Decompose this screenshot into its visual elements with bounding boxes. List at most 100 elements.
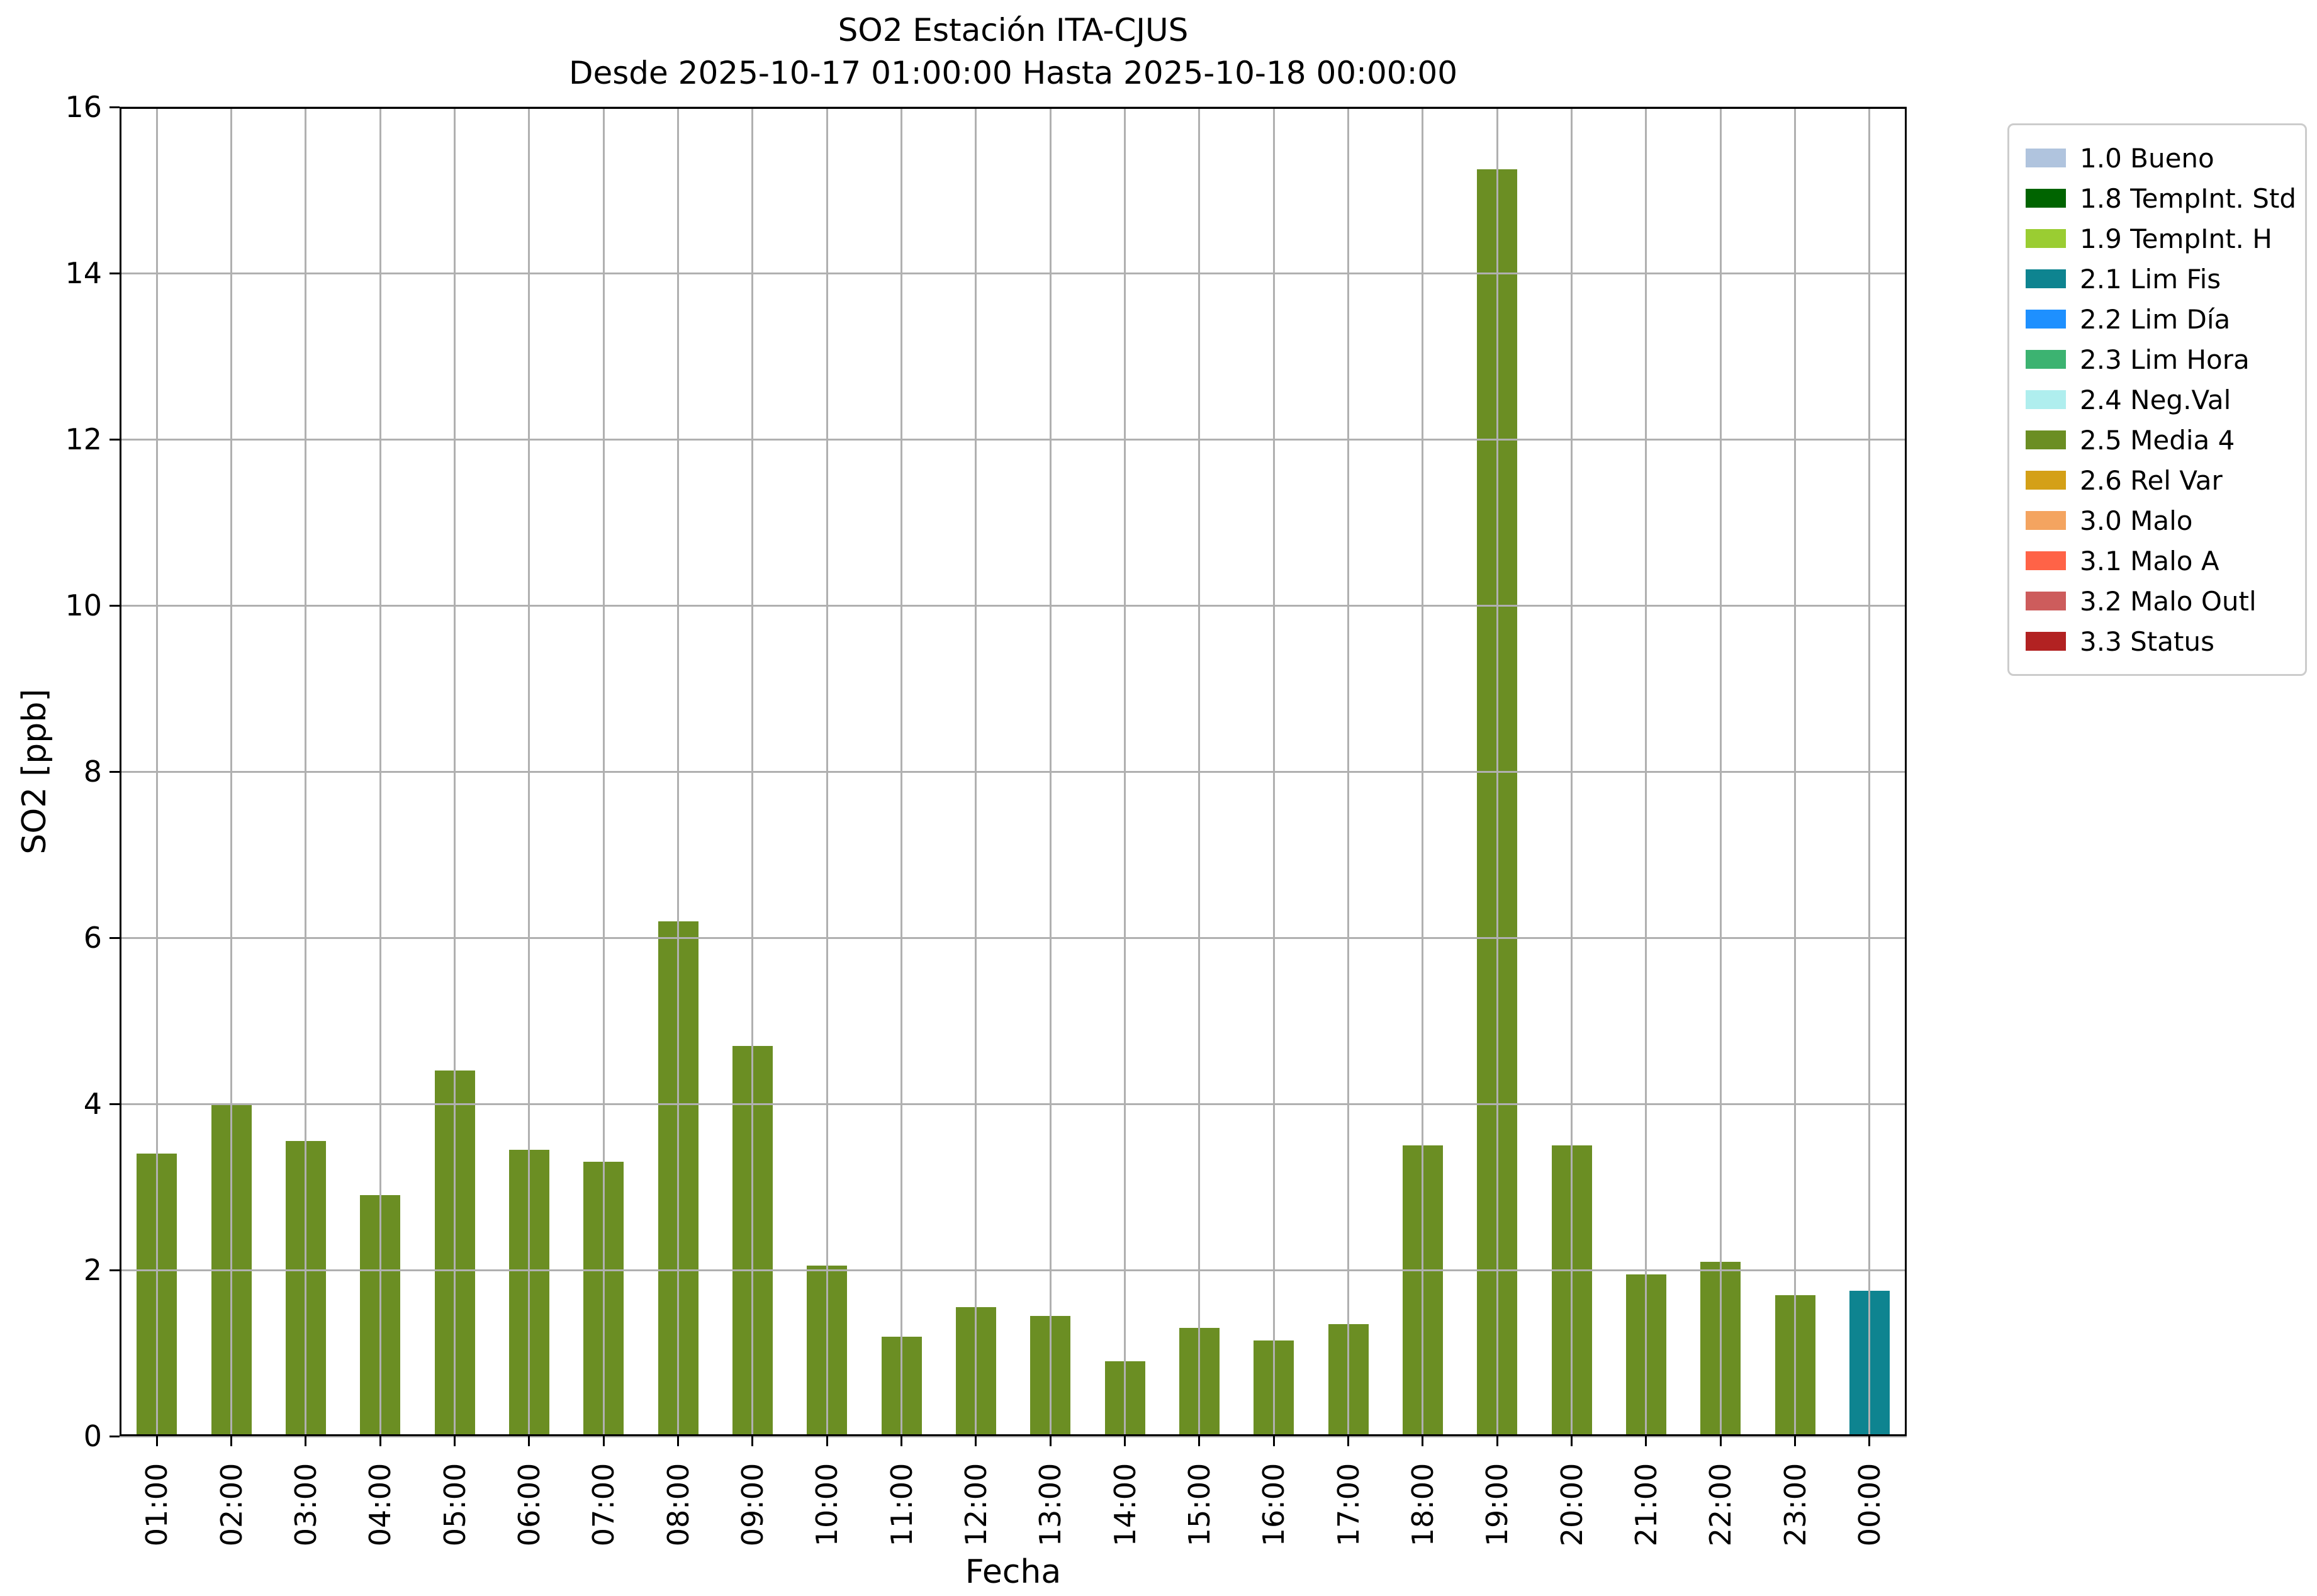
- bar: [285, 1141, 326, 1436]
- bar: [1477, 169, 1518, 1436]
- y-tick-mark: [109, 1103, 120, 1105]
- x-tick-label: 20:00: [1554, 1463, 1589, 1547]
- x-tick-mark: [602, 1436, 605, 1446]
- x-tick-label: 14:00: [1108, 1463, 1142, 1547]
- y-tick-label: 14: [65, 256, 102, 290]
- x-tick-mark: [454, 1436, 456, 1446]
- legend-item: 2.4 Neg.Val: [2026, 379, 2289, 420]
- y-tick-mark: [109, 936, 120, 939]
- y-tick-label: 4: [83, 1087, 102, 1121]
- legend-swatch: [2026, 511, 2066, 530]
- legend-item: 2.1 Lim Fis: [2026, 259, 2289, 299]
- x-tick-label: 00:00: [1852, 1463, 1887, 1547]
- bar: [360, 1195, 401, 1436]
- bar: [508, 1149, 549, 1436]
- legend: 1.0 Bueno 1.8 TempInt. Std 1.9 TempInt. H 2…: [2007, 123, 2307, 676]
- legend-label: 1.9 TempInt. H: [2080, 223, 2272, 254]
- legend-swatch: [2026, 551, 2066, 570]
- x-tick-mark: [1571, 1436, 1573, 1446]
- x-tick-mark: [1496, 1436, 1498, 1446]
- x-tick-label: 18:00: [1405, 1463, 1440, 1547]
- bar: [1179, 1328, 1220, 1436]
- x-tick-label: 16:00: [1257, 1463, 1291, 1547]
- bar: [583, 1162, 624, 1436]
- bar-layer: [120, 107, 1907, 1436]
- legend-swatch: [2026, 189, 2066, 208]
- bar: [658, 921, 698, 1436]
- legend-label: 2.4 Neg.Val: [2080, 384, 2231, 415]
- legend-item: 1.8 TempInt. Std: [2026, 178, 2296, 218]
- bar: [137, 1154, 177, 1436]
- x-tick-mark: [1049, 1436, 1052, 1446]
- y-tick-mark: [109, 1435, 120, 1437]
- x-tick-mark: [975, 1436, 977, 1446]
- bar: [1625, 1274, 1666, 1436]
- bar: [1402, 1145, 1443, 1436]
- legend-swatch: [2026, 471, 2066, 490]
- legend-swatch: [2026, 430, 2066, 449]
- legend-swatch: [2026, 149, 2066, 167]
- plot-area: [120, 106, 1907, 1437]
- legend-item: 1.0 Bueno: [2026, 138, 2289, 178]
- legend-label: 2.6 Rel Var: [2080, 464, 2223, 496]
- x-tick-mark: [155, 1436, 158, 1446]
- legend-label: 3.1 Malo A: [2080, 545, 2219, 576]
- legend-label: 3.3 Status: [2080, 626, 2214, 657]
- x-tick-label: 11:00: [884, 1463, 919, 1547]
- x-tick-label: 08:00: [661, 1463, 695, 1547]
- y-axis-label: SO2 [ppb]: [16, 688, 53, 855]
- x-tick-label: 13:00: [1033, 1463, 1068, 1547]
- x-tick-mark: [379, 1436, 381, 1446]
- legend-item: 3.2 Malo Outl: [2026, 581, 2289, 621]
- legend-item: 1.9 TempInt. H: [2026, 218, 2289, 259]
- y-tick-label: 2: [83, 1253, 102, 1287]
- legend-label: 3.2 Malo Outl: [2080, 585, 2257, 617]
- legend-item: 3.1 Malo A: [2026, 541, 2289, 581]
- legend-item: 2.3 Lim Hora: [2026, 339, 2289, 379]
- legend-label: 1.0 Bueno: [2080, 142, 2214, 174]
- x-tick-label: 05:00: [437, 1463, 472, 1547]
- x-tick-label: 21:00: [1629, 1463, 1663, 1547]
- bar: [955, 1307, 996, 1436]
- bar: [1700, 1261, 1741, 1436]
- legend-swatch: [2026, 592, 2066, 610]
- x-tick-mark: [1645, 1436, 1647, 1446]
- legend-swatch: [2026, 310, 2066, 329]
- x-tick-label: 15:00: [1182, 1463, 1216, 1547]
- chart-subtitle: Desde 2025-10-17 01:00:00 Hasta 2025-10-…: [568, 55, 1458, 91]
- x-tick-label: 23:00: [1778, 1463, 1812, 1547]
- x-tick-mark: [1198, 1436, 1201, 1446]
- legend-items: 1.0 Bueno 1.8 TempInt. Std 1.9 TempInt. H 2…: [2026, 138, 2296, 661]
- bar: [1775, 1295, 1815, 1436]
- x-tick-label: 02:00: [214, 1463, 249, 1547]
- legend-swatch: [2026, 229, 2066, 248]
- chart-title: SO2 Estación ITA-CJUS: [838, 12, 1189, 48]
- bar: [881, 1336, 922, 1436]
- y-tick-label: 12: [65, 422, 102, 456]
- bar: [1849, 1291, 1890, 1436]
- y-tick-label: 16: [65, 90, 102, 124]
- bar: [434, 1071, 475, 1436]
- x-tick-mark: [305, 1436, 307, 1446]
- legend-swatch: [2026, 269, 2066, 288]
- bar: [807, 1266, 848, 1436]
- y-tick-mark: [109, 106, 120, 108]
- x-tick-label: 12:00: [958, 1463, 993, 1547]
- bar: [211, 1104, 252, 1436]
- y-tick-mark: [109, 272, 120, 274]
- x-tick-mark: [1868, 1436, 1871, 1446]
- bar: [1328, 1323, 1369, 1436]
- legend-item: 3.0 Malo: [2026, 500, 2289, 541]
- x-tick-mark: [1347, 1436, 1349, 1446]
- legend-label: 2.5 Media 4: [2080, 424, 2235, 456]
- x-tick-mark: [1719, 1436, 1722, 1446]
- x-tick-label: 06:00: [512, 1463, 546, 1547]
- bar: [1104, 1361, 1145, 1436]
- legend-item: 2.2 Lim Día: [2026, 299, 2289, 339]
- y-tick-mark: [109, 438, 120, 441]
- x-tick-mark: [1794, 1436, 1796, 1446]
- legend-item: 3.3 Status: [2026, 621, 2289, 661]
- x-tick-label: 07:00: [586, 1463, 621, 1547]
- y-tick-mark: [109, 1269, 120, 1271]
